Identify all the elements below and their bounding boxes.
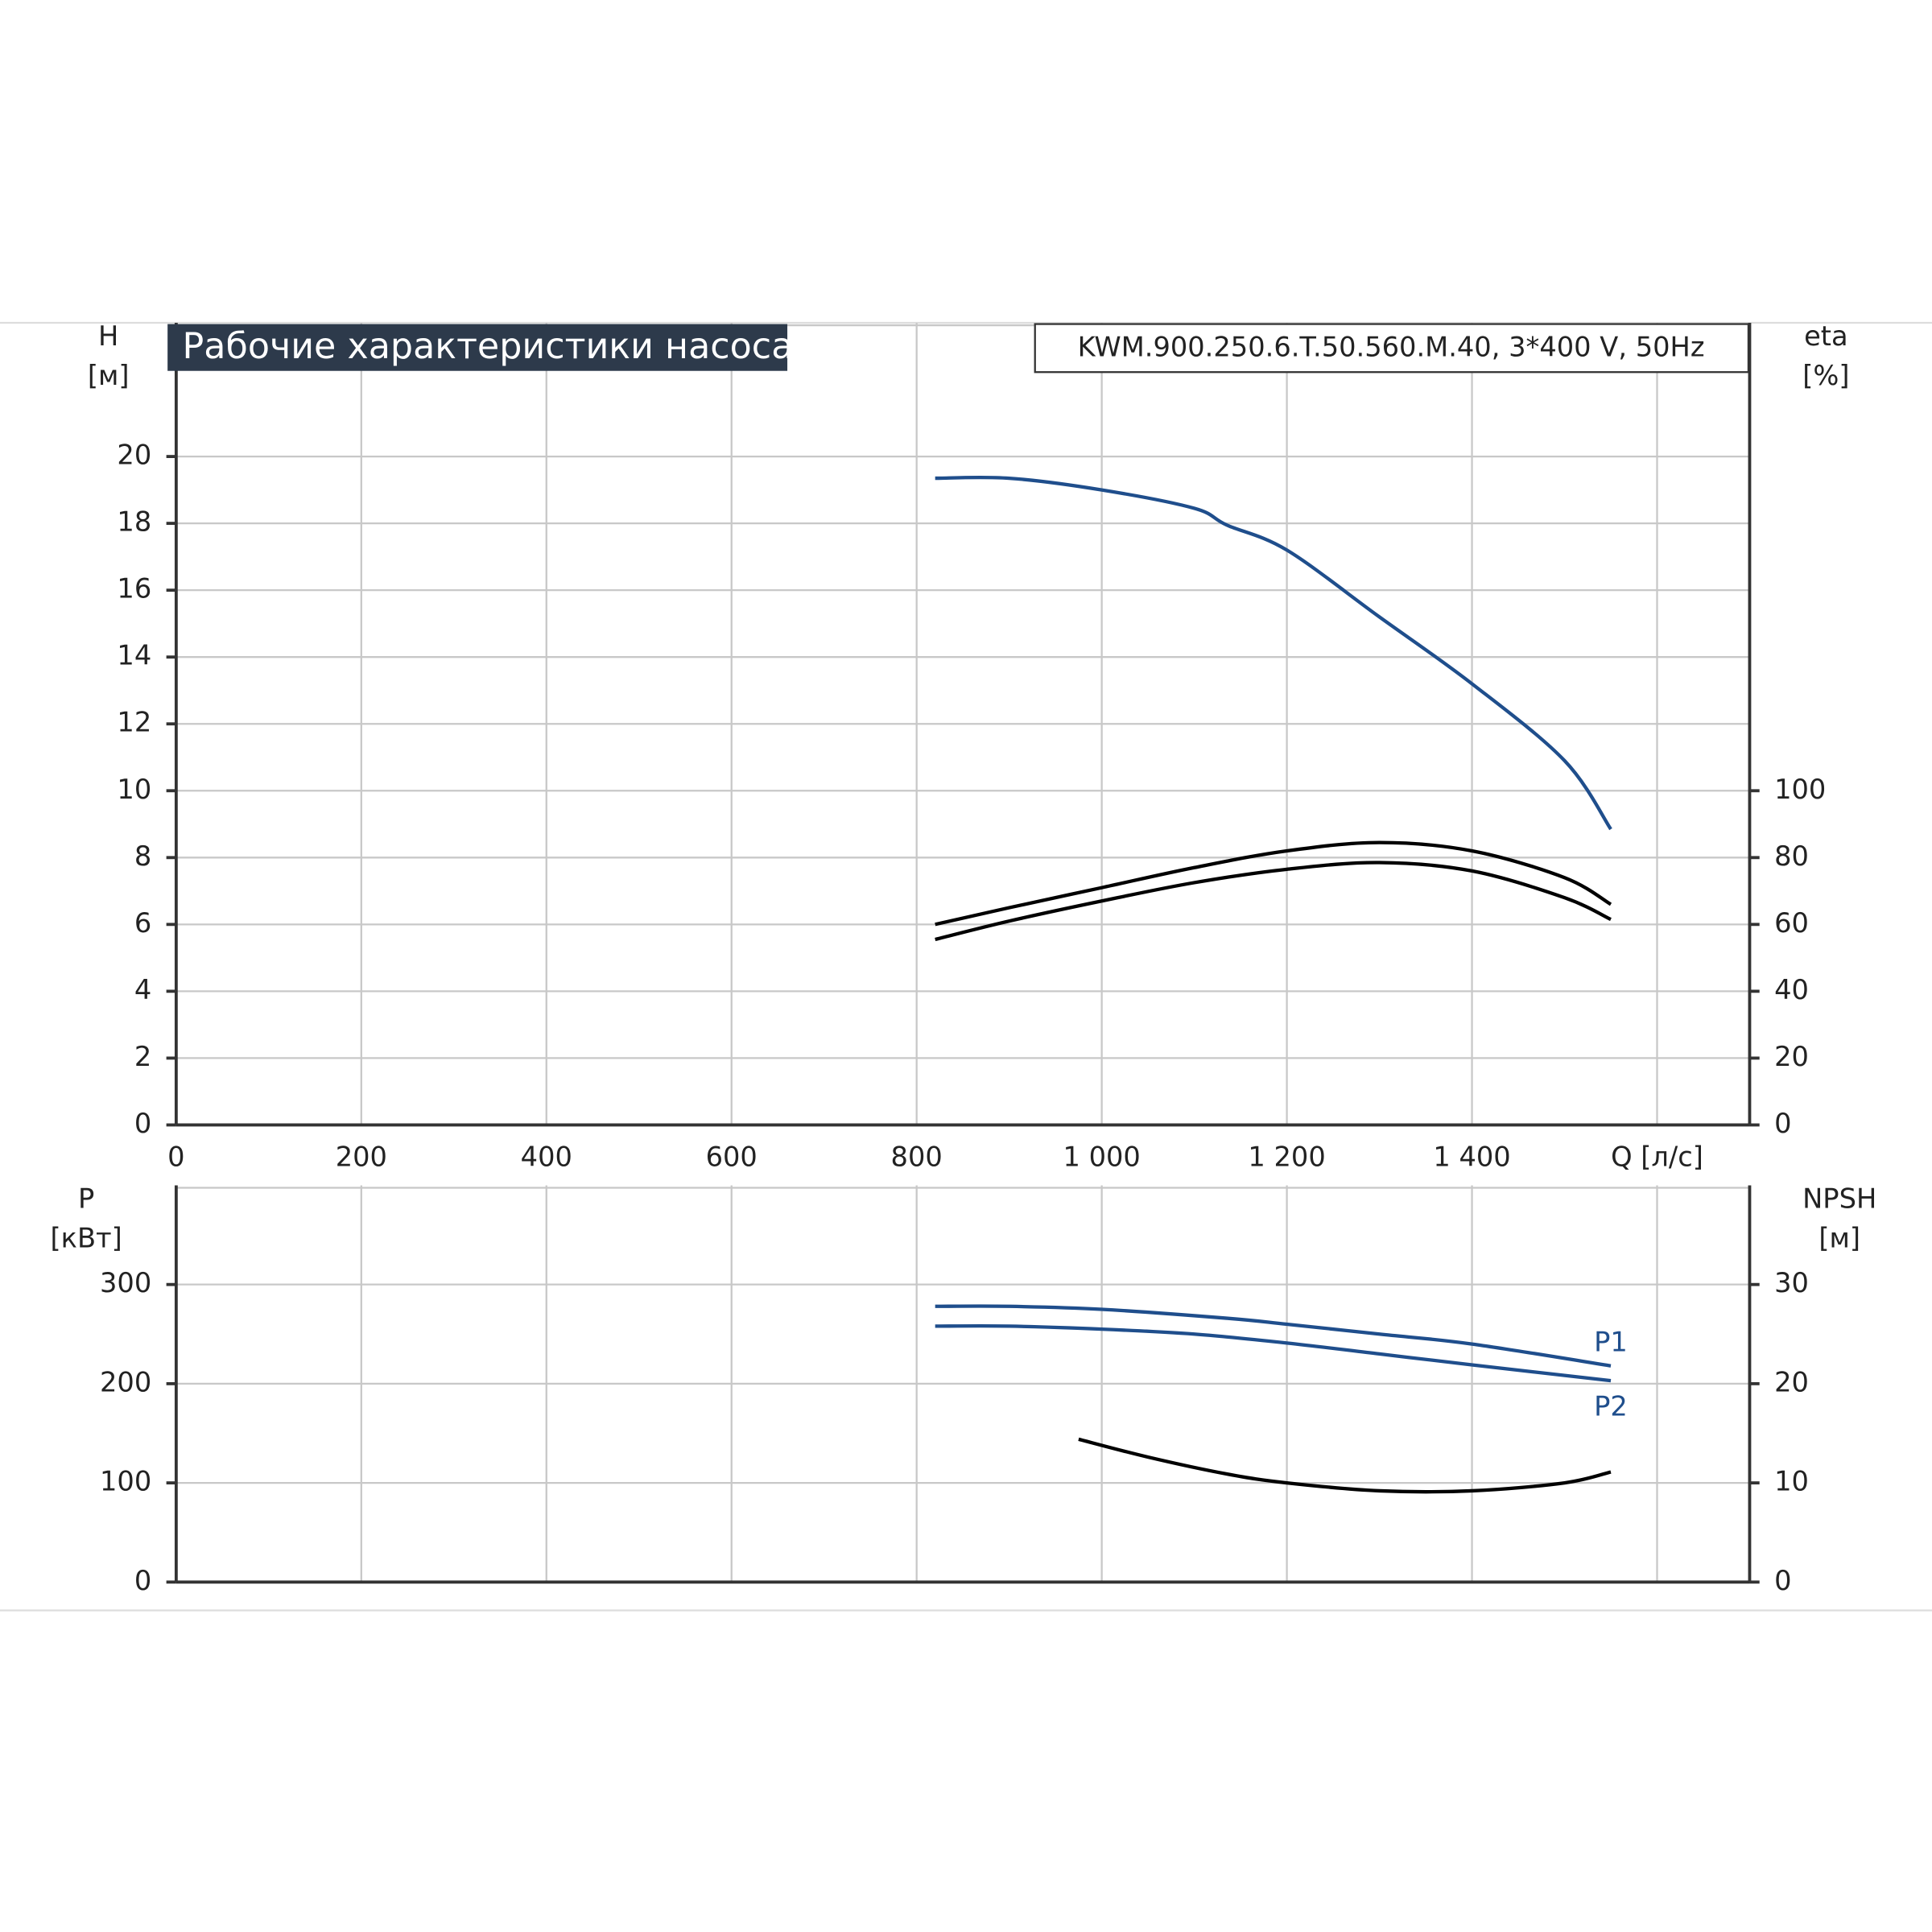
y2-tick-label: 30 [1774,1267,1809,1298]
y2-axis-label: NPSH [1802,1183,1876,1214]
y2-tick-label: 10 [1774,1466,1809,1497]
x-tick-label: 1 400 [1433,1141,1510,1172]
y-tick-label: 18 [117,506,151,538]
y2-tick-label: 20 [1774,1366,1809,1397]
series-line [935,1304,1612,1368]
y2-tick-label: 100 [1774,774,1826,805]
y2-tick-label: 40 [1774,974,1809,1005]
y-tick-label: 8 [134,840,151,872]
y-tick-label: 20 [117,440,151,471]
x-tick-label: 1 000 [1063,1141,1140,1172]
y-tick-label: 16 [117,573,151,605]
x-tick-label: 200 [336,1141,387,1172]
chart-title: Рабочие характеристики насоса [183,326,794,367]
y2-tick-label: 20 [1774,1041,1809,1072]
y-tick-label: 0 [134,1108,151,1139]
y-tick-label: 200 [100,1366,151,1397]
series-line [935,861,1612,942]
y-tick-label: 300 [100,1267,151,1298]
y2-axis-label: [м] [1818,1222,1860,1253]
y2-axis-label: eta [1804,320,1848,352]
y2-tick-label: 0 [1774,1565,1791,1596]
y-axis-label: [м] [88,360,130,391]
y-tick-label: 0 [134,1565,151,1596]
y-tick-label: 4 [134,974,151,1005]
y-axis-label: H [98,320,118,352]
series-label: P1 [1594,1327,1628,1358]
y2-axis-label: [%] [1802,360,1849,391]
series-line [935,475,1612,831]
y-tick-label: 14 [117,640,151,671]
x-tick-label: 1 200 [1248,1141,1325,1172]
y-tick-label: 2 [134,1041,151,1072]
y-tick-label: 100 [100,1466,151,1497]
model-box [1034,323,1750,374]
plots: 0 200 400 600 800 1 000 1 200 1 400 Q [л/с]02468… [50,320,1876,1596]
y2-tick-label: 60 [1774,907,1809,939]
x-tick-label: 800 [891,1141,943,1172]
y-tick-label: 10 [117,774,151,805]
title-box [167,324,788,371]
x-tick-label: 600 [706,1141,758,1172]
series-line [935,1324,1612,1383]
y2-tick-label: 80 [1774,840,1809,872]
x-tick-label: Q [л/с] [1611,1141,1703,1172]
x-tick-label: 400 [521,1141,572,1172]
y2-tick-label: 0 [1774,1108,1791,1139]
y-axis-label: P [78,1183,94,1214]
series-label: P2 [1594,1390,1628,1422]
series-line [1078,1437,1612,1494]
y-tick-label: 12 [117,707,151,738]
y-axis-label: [кВт] [50,1222,122,1253]
model-label: KWM.900.250.6.T.50.560.M.40, 3*400 V, 50… [1078,332,1705,363]
series-line [935,840,1612,927]
x-tick-label: 0 [167,1141,184,1172]
y-tick-label: 6 [134,907,151,939]
